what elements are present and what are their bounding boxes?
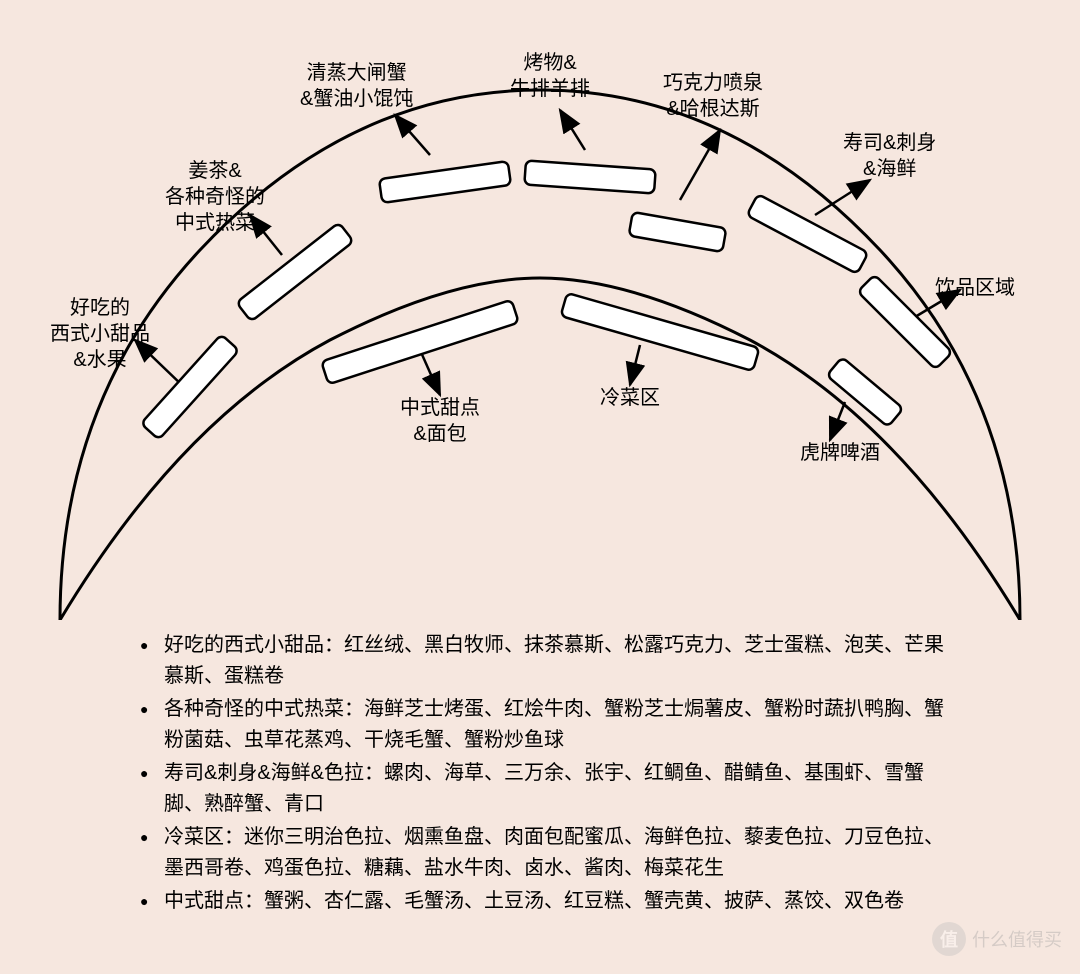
lbl-hot-chinese: 姜茶&各种奇怪的中式热菜 <box>165 158 265 236</box>
watermark-text: 什么值得买 <box>972 926 1062 952</box>
lbl-sushi: 寿司&刺身&海鲜 <box>843 130 936 182</box>
note-item: 寿司&刺身&海鲜&色拉：螺肉、海草、三万余、张宇、红鲷鱼、醋鲭鱼、基围虾、雪蟹脚… <box>140 758 960 820</box>
lbl-grill: 烤物&牛排羊排 <box>510 50 590 102</box>
notes-list: 好吃的西式小甜品：红丝绒、黑白牧师、抹茶慕斯、松露巧克力、芝士蛋糕、泡芙、芒果慕… <box>140 630 960 917</box>
callout-arrow <box>830 402 845 440</box>
lbl-steamed-crab: 清蒸大闸蟹&蟹油小馄饨 <box>300 60 413 112</box>
notes-section: 好吃的西式小甜品：红丝绒、黑白牧师、抹茶慕斯、松露巧克力、芝士蛋糕、泡芙、芒果慕… <box>140 630 960 919</box>
buffet-layout-diagram: 好吃的西式小甜品&水果姜茶&各种奇怪的中式热菜清蒸大闸蟹&蟹油小馄饨 烤物&牛排羊… <box>0 0 1080 620</box>
lbl-tiger-beer: 虎牌啤酒 <box>800 440 880 466</box>
lbl-desserts-west: 好吃的西式小甜品&水果 <box>50 295 150 373</box>
lbl-choc-fountain: 巧克力喷泉&哈根达斯 <box>663 70 763 122</box>
note-item: 各种奇怪的中式热菜：海鲜芝士烤蛋、红烩牛肉、蟹粉芝士焗薯皮、蟹粉时蔬扒鸭胸、蟹粉… <box>140 694 960 756</box>
lbl-drinks: 饮品区域 <box>935 275 1015 301</box>
watermark-badge: 值 <box>932 922 966 956</box>
watermark: 值 什么值得买 <box>932 922 1062 956</box>
station-sushi <box>747 194 869 274</box>
station-steamed-crab <box>379 161 511 203</box>
station-hot-chinese <box>236 223 353 322</box>
callout-arrow <box>560 110 585 150</box>
lbl-cold-dish: 冷菜区 <box>600 385 660 411</box>
callout-arrow <box>680 130 720 200</box>
callout-arrow <box>395 115 430 155</box>
note-item: 中式甜点：蟹粥、杏仁露、毛蟹汤、土豆汤、红豆糕、蟹壳黄、披萨、蒸饺、双色卷 <box>140 886 960 917</box>
station-cold-dish <box>561 293 760 371</box>
station-choc-fountain <box>629 212 727 252</box>
station-desserts-west <box>141 334 239 439</box>
note-item: 冷菜区：迷你三明治色拉、烟熏鱼盘、肉面包配蜜瓜、海鲜色拉、藜麦色拉、刀豆色拉、墨… <box>140 822 960 884</box>
station-cn-dessert <box>321 300 519 385</box>
callout-arrow <box>420 350 440 395</box>
note-item: 好吃的西式小甜品：红丝绒、黑白牧师、抹茶慕斯、松露巧克力、芝士蛋糕、泡芙、芒果慕… <box>140 630 960 692</box>
station-grill <box>524 160 655 193</box>
lbl-cn-dessert: 中式甜点&面包 <box>400 395 480 447</box>
callout-arrow <box>630 345 640 385</box>
